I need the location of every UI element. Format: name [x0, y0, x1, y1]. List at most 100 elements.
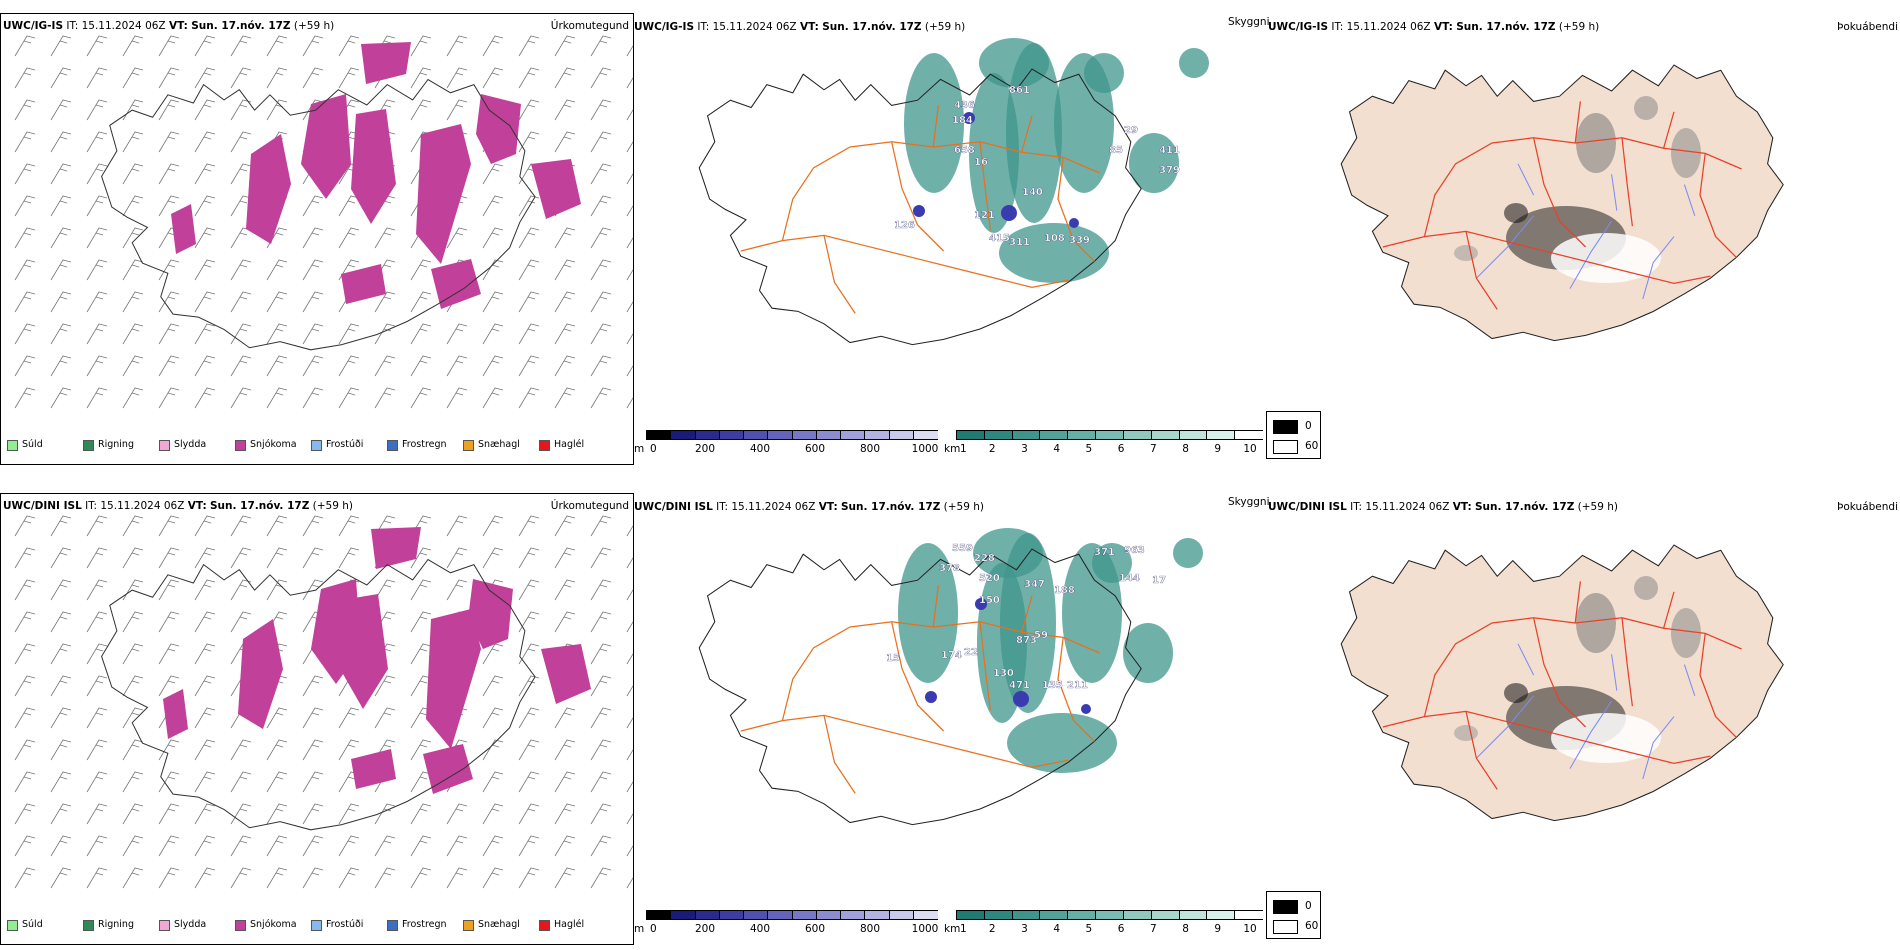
snow-area: [431, 259, 481, 309]
wind-barbs: [14, 515, 633, 889]
wind-barb: [410, 643, 432, 665]
wind-barb: [158, 739, 180, 761]
wind-barb: [14, 803, 36, 825]
snow-depth-label: 29: [1124, 125, 1138, 136]
wind-barbs: [14, 35, 633, 409]
wind-barb: [230, 163, 252, 185]
colorbar-tick: 4: [1053, 923, 1060, 935]
wind-barb: [518, 259, 540, 281]
wind-barb: [122, 611, 144, 633]
snow-depth-label: 121: [974, 210, 995, 221]
snow-depth-label: 211: [1067, 680, 1088, 691]
wind-barb: [14, 611, 36, 633]
panel-visibility-row1: 436 184 861 658 16 140 121 415 126 311 108 339 29 85 4…: [634, 13, 1270, 463]
fog-area: [1634, 576, 1658, 600]
colorbar-tick: 1: [960, 443, 967, 455]
visibility-area: [973, 528, 1043, 578]
snow-depth-label: 520: [979, 573, 1000, 584]
wind-barb: [86, 515, 108, 537]
colorbar-tick: 1000: [911, 443, 939, 455]
wind-barb: [446, 547, 468, 569]
wind-barb: [302, 835, 324, 857]
wind-barb: [86, 291, 108, 313]
legend-label: Haglél: [554, 919, 585, 930]
wind-barb: [446, 227, 468, 249]
legend-swatch: [83, 920, 94, 931]
fog-legend-swatch: [1273, 440, 1298, 454]
colorbar-segment: [1095, 910, 1124, 920]
visibility-area: [969, 73, 1019, 233]
wind-barb: [86, 259, 108, 281]
wind-barb: [626, 365, 633, 377]
wind-barb: [626, 589, 633, 601]
wind-barb: [590, 515, 612, 537]
wind-barb: [230, 739, 252, 761]
fog-area: [1671, 608, 1701, 658]
wind-barb: [590, 259, 612, 281]
legend-label: Súld: [22, 919, 43, 930]
wind-barb: [14, 387, 36, 409]
wind-barb: [230, 771, 252, 793]
wind-barb: [518, 739, 540, 761]
vt-value: Sun. 17.nóv. 17Z: [1475, 501, 1575, 513]
colorbar-segment: [718, 910, 744, 920]
wind-barb: [86, 227, 108, 249]
wind-barb: [158, 163, 180, 185]
fog-legend-swatch: [1273, 900, 1298, 914]
wind-barb: [518, 67, 540, 89]
wind-barb: [194, 611, 216, 633]
wind-barb: [554, 99, 576, 121]
fog-area: [1576, 113, 1616, 173]
wind-barb: [302, 67, 324, 89]
colorbar-segment: [815, 910, 841, 920]
variable-name: Skyggni: [1228, 496, 1270, 508]
low-ceiling-area: [963, 112, 975, 124]
wind-barb: [554, 803, 576, 825]
snow-depth-label: 873: [1016, 635, 1037, 646]
wind-barb: [482, 707, 504, 729]
snow-depth-label: 184: [952, 115, 973, 126]
wind-barb: [122, 515, 144, 537]
colorbar-tick: 6: [1117, 443, 1125, 455]
wind-barb: [518, 867, 540, 889]
colorbar-segment: [815, 430, 841, 440]
wind-barb: [590, 67, 612, 89]
panel-fog-row2: UWC/DINI ISL IT: 15.11.2024 06Z VT: Sun.…: [1266, 493, 1900, 943]
wind-barb: [518, 99, 540, 121]
wind-barb: [302, 547, 324, 569]
wind-barb: [86, 35, 108, 57]
wind-barb: [338, 195, 360, 217]
wind-barb: [194, 867, 216, 889]
colorbar-tick: 7: [1149, 443, 1157, 455]
wind-barb: [482, 323, 504, 345]
legend-swatch: [159, 440, 170, 451]
vt-label: VT:: [818, 501, 838, 513]
fog-areas: [1454, 576, 1701, 763]
legend-swatch: [463, 440, 474, 451]
snow-area: [343, 594, 388, 709]
wind-barb: [158, 195, 180, 217]
wind-barb: [14, 259, 36, 281]
fog-legend-label: 60: [1305, 920, 1319, 932]
snow-depth-label: 379: [1159, 165, 1180, 176]
wind-barb: [50, 771, 72, 793]
wind-barb: [50, 35, 72, 57]
low-ceiling-area: [1069, 218, 1079, 228]
wind-barb: [158, 131, 180, 153]
wind-barb: [446, 355, 468, 377]
wind-barb: [410, 35, 432, 57]
wind-barb: [590, 227, 612, 249]
wind-barb: [518, 131, 540, 153]
legend-label: Slydda: [174, 919, 207, 930]
wind-barb: [482, 195, 504, 217]
legend-swatch: [83, 440, 94, 451]
model-name: UWC/IG-IS: [634, 21, 695, 33]
legend-swatch: [387, 920, 398, 931]
fog-area: [1576, 593, 1616, 653]
wind-barb: [158, 291, 180, 313]
wind-barb: [554, 67, 576, 89]
snow-depth-label: 16: [974, 157, 988, 168]
wind-barb: [86, 195, 108, 217]
